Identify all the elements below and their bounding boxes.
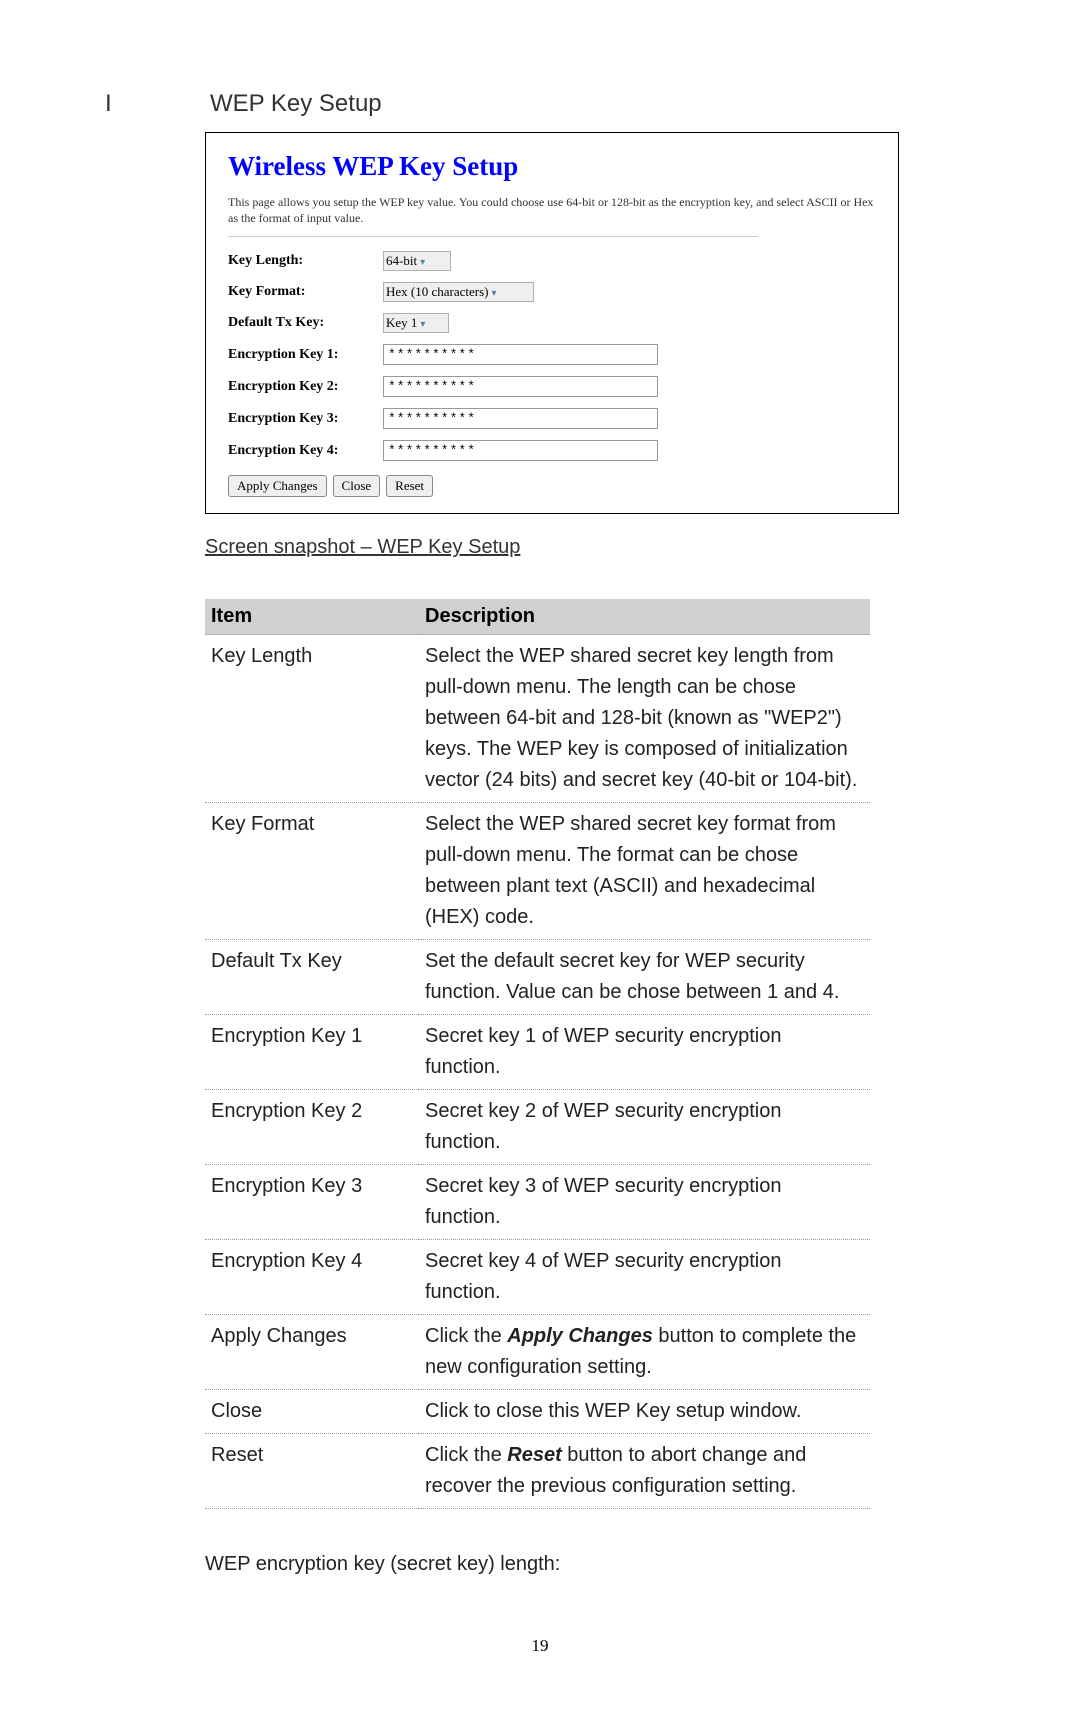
form-label: Encryption Key 4: [228,443,383,459]
chevron-down-icon: ▾ [420,257,425,268]
form-row: Key Length:64-bit▾ [228,251,878,271]
item-cell: Default Tx Key [205,940,419,1015]
form-row: Encryption Key 2: [228,376,878,397]
item-cell: Encryption Key 4 [205,1240,419,1315]
table-row: Default Tx KeySet the default secret key… [205,940,870,1015]
button-row: Apply Changes CloseReset [228,475,878,497]
desc-cell: Click the Reset button to abort change a… [419,1434,870,1509]
col-item: Item [205,599,419,635]
apply-changes-button[interactable]: Apply Changes [228,475,327,497]
wep-title: Wireless WEP Key Setup [228,151,878,182]
footer-text: WEP encryption key (secret key) length: [205,1553,980,1576]
desc-cell: Select the WEP shared secret key length … [419,635,870,803]
section-heading: IWEP Key Setup [100,90,980,118]
item-cell: Encryption Key 3 [205,1165,419,1240]
form-row: Key Format:Hex (10 characters)▾ [228,282,878,302]
desc-cell: Secret key 1 of WEP security encryption … [419,1015,870,1090]
item-cell: Close [205,1390,419,1434]
input-encryption-key-1-[interactable] [383,344,658,365]
form-label: Key Length: [228,253,383,269]
desc-cell: Secret key 2 of WEP security encryption … [419,1090,870,1165]
table-row: Encryption Key 3Secret key 3 of WEP secu… [205,1165,870,1240]
form-row: Encryption Key 1: [228,344,878,365]
col-description: Description [419,599,870,635]
item-cell: Apply Changes [205,1315,419,1390]
form-label: Encryption Key 3: [228,411,383,427]
item-cell: Key Length [205,635,419,803]
desc-cell: Click the Apply Changes button to comple… [419,1315,870,1390]
table-row: Apply ChangesClick the Apply Changes but… [205,1315,870,1390]
table-row: ResetClick the Reset button to abort cha… [205,1434,870,1509]
form-label: Encryption Key 2: [228,379,383,395]
heading-title: WEP Key Setup [210,90,382,117]
close-button[interactable]: Close [333,475,381,497]
input-encryption-key-4-[interactable] [383,440,658,461]
desc-cell: Select the WEP shared secret key format … [419,803,870,940]
heading-roman: I [105,90,210,118]
item-cell: Reset [205,1434,419,1509]
select-default-tx-key-[interactable]: Key 1▾ [383,313,449,333]
form-row: Encryption Key 3: [228,408,878,429]
desc-cell: Click to close this WEP Key setup window… [419,1390,870,1434]
form-row: Default Tx Key:Key 1▾ [228,313,878,333]
form-row: Encryption Key 4: [228,440,878,461]
item-cell: Encryption Key 2 [205,1090,419,1165]
form-label: Key Format: [228,284,383,300]
table-row: Key LengthSelect the WEP shared secret k… [205,635,870,803]
description-table: Item Description Key LengthSelect the WE… [205,599,870,1509]
item-cell: Encryption Key 1 [205,1015,419,1090]
page-number: 19 [100,1636,980,1656]
input-encryption-key-2-[interactable] [383,376,658,397]
form-label: Encryption Key 1: [228,347,383,363]
wep-screenshot: Wireless WEP Key Setup This page allows … [205,132,899,514]
form-label: Default Tx Key: [228,315,383,331]
desc-cell: Secret key 3 of WEP security encryption … [419,1165,870,1240]
input-encryption-key-3-[interactable] [383,408,658,429]
table-row: CloseClick to close this WEP Key setup w… [205,1390,870,1434]
chevron-down-icon: ▾ [492,288,497,299]
select-key-length-[interactable]: 64-bit▾ [383,251,451,271]
desc-cell: Secret key 4 of WEP security encryption … [419,1240,870,1315]
reset-button[interactable]: Reset [386,475,433,497]
table-row: Key FormatSelect the WEP shared secret k… [205,803,870,940]
desc-cell: Set the default secret key for WEP secur… [419,940,870,1015]
divider [228,236,758,237]
table-row: Encryption Key 4Secret key 4 of WEP secu… [205,1240,870,1315]
screenshot-caption: Screen snapshot – WEP Key Setup [205,536,980,559]
select-key-format-[interactable]: Hex (10 characters)▾ [383,282,534,302]
table-row: Encryption Key 1Secret key 1 of WEP secu… [205,1015,870,1090]
item-cell: Key Format [205,803,419,940]
wep-description: This page allows you setup the WEP key v… [228,194,878,226]
table-row: Encryption Key 2Secret key 2 of WEP secu… [205,1090,870,1165]
chevron-down-icon: ▾ [420,319,425,330]
